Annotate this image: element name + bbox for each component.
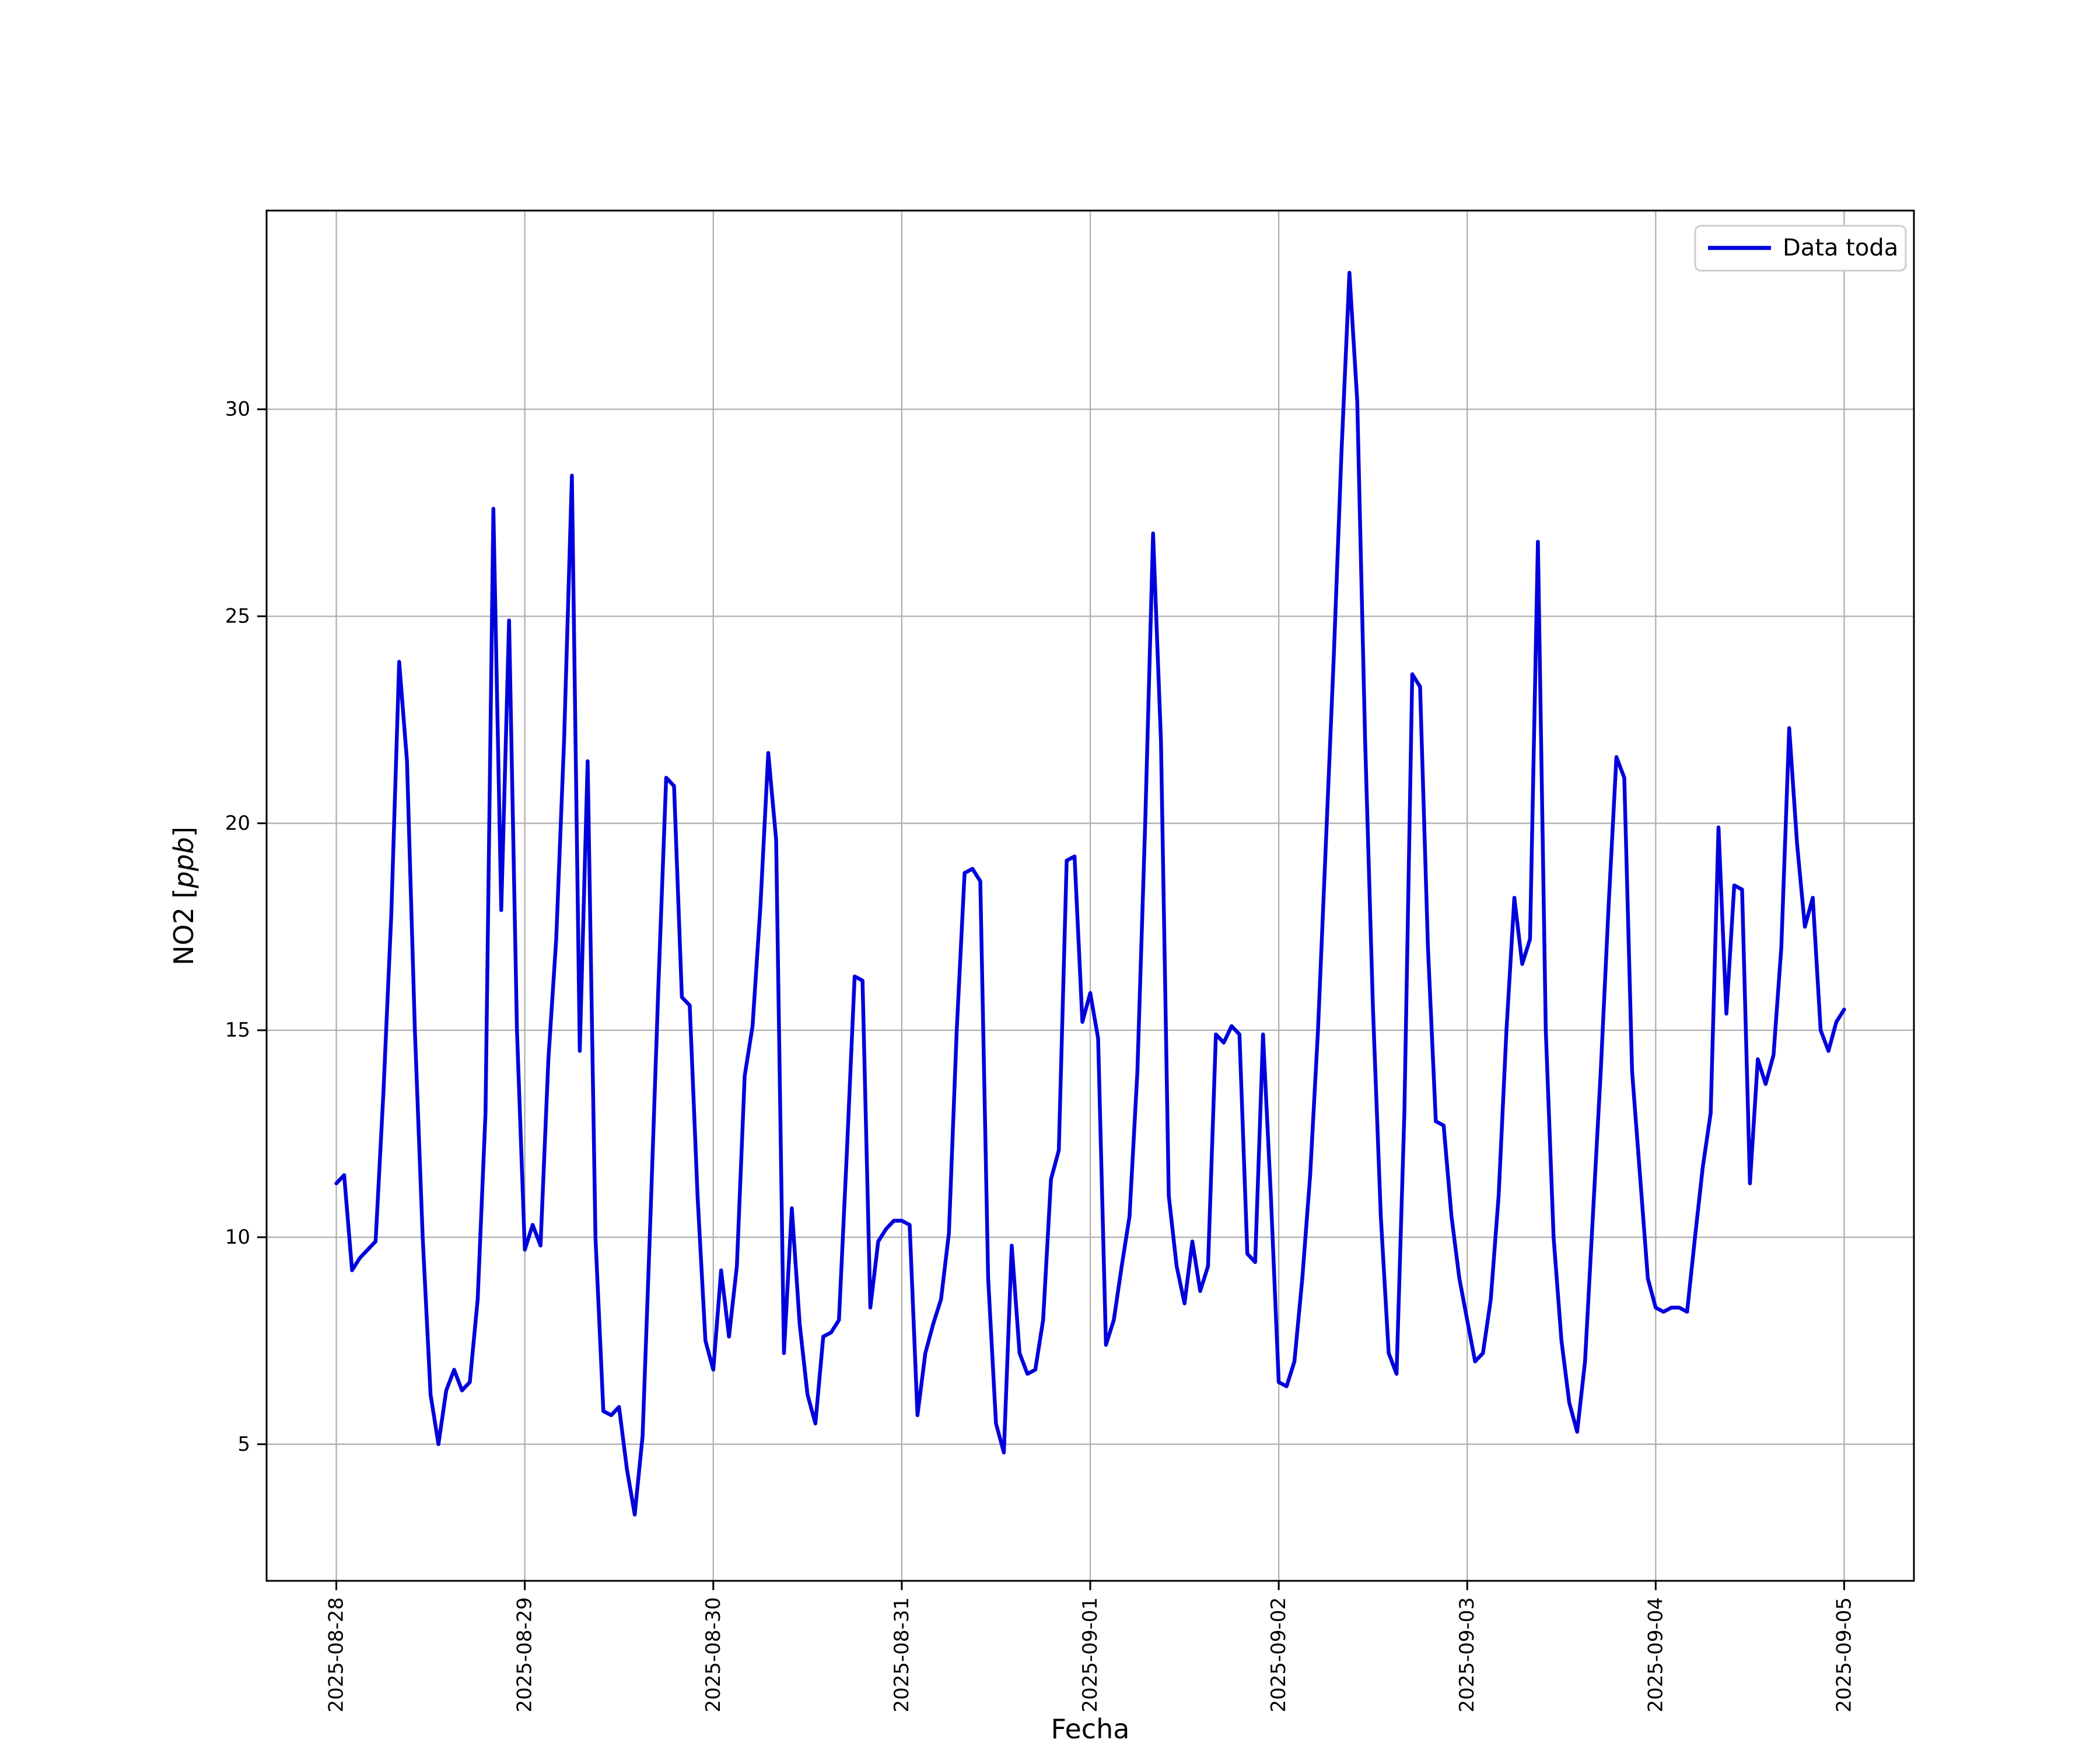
y-tick-label: 25 [225,604,250,628]
y-axis-label-suffix: ] [168,827,200,837]
y-tick-label: 30 [225,398,250,421]
x-axis-label: Fecha [1051,1713,1130,1745]
x-tick-label: 2025-08-29 [513,1597,537,1713]
data-series [334,271,1846,1517]
x-tick-label: 2025-08-31 [890,1597,914,1713]
x-tick-label: 2025-09-01 [1079,1597,1102,1713]
axes-frame [265,209,1915,1582]
y-tick-label: 20 [225,811,250,835]
legend-label: Data toda [1783,235,1898,261]
x-tick-label: 2025-08-28 [325,1597,348,1713]
x-tick-label: 2025-09-03 [1455,1597,1479,1713]
y-axis-label-math: ppb [168,837,200,889]
x-tick-label: 2025-09-02 [1267,1597,1290,1713]
x-tick-label: 2025-09-05 [1832,1597,1856,1713]
axis-ticks: 2025-08-28 2025-08-29 2025-08-30 2025-08-31… [225,398,1856,1713]
y-tick-label: 10 [225,1226,250,1249]
y-axis-label: NO2 [ppb] [168,827,200,965]
legend: Data toda [1694,225,1907,272]
x-tick-label: 2025-09-04 [1644,1597,1667,1713]
x-tick-label: 2025-08-30 [702,1597,725,1713]
y-tick-label: 5 [237,1433,250,1456]
legend-box [1694,225,1907,272]
y-axis-label-prefix: NO2 [ [168,888,200,965]
y-tick-label: 15 [225,1019,250,1042]
data-series-line [334,271,1846,1517]
